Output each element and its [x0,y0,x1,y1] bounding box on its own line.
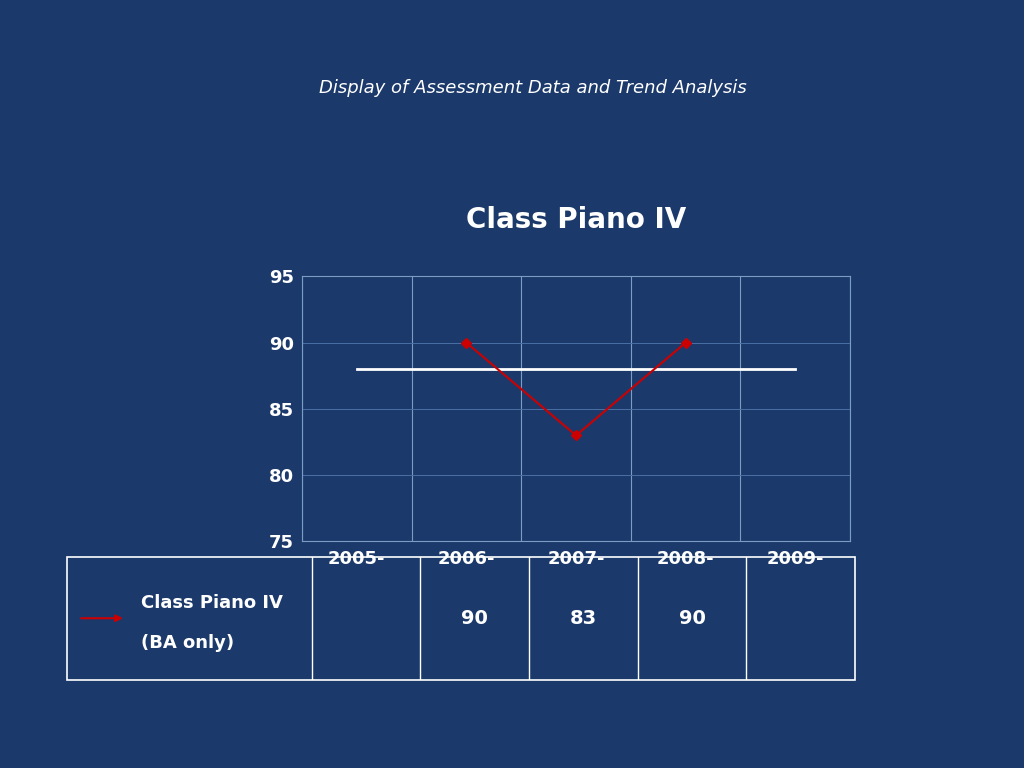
Text: (BA only): (BA only) [141,634,234,652]
Text: 90: 90 [679,609,706,627]
Text: Display of Assessment Data and Trend Analysis: Display of Assessment Data and Trend Ana… [318,79,746,98]
Text: Class Piano IV: Class Piano IV [466,207,686,234]
Text: Class Piano IV: Class Piano IV [141,594,284,613]
Text: 90: 90 [462,609,488,627]
Text: 83: 83 [569,609,597,627]
